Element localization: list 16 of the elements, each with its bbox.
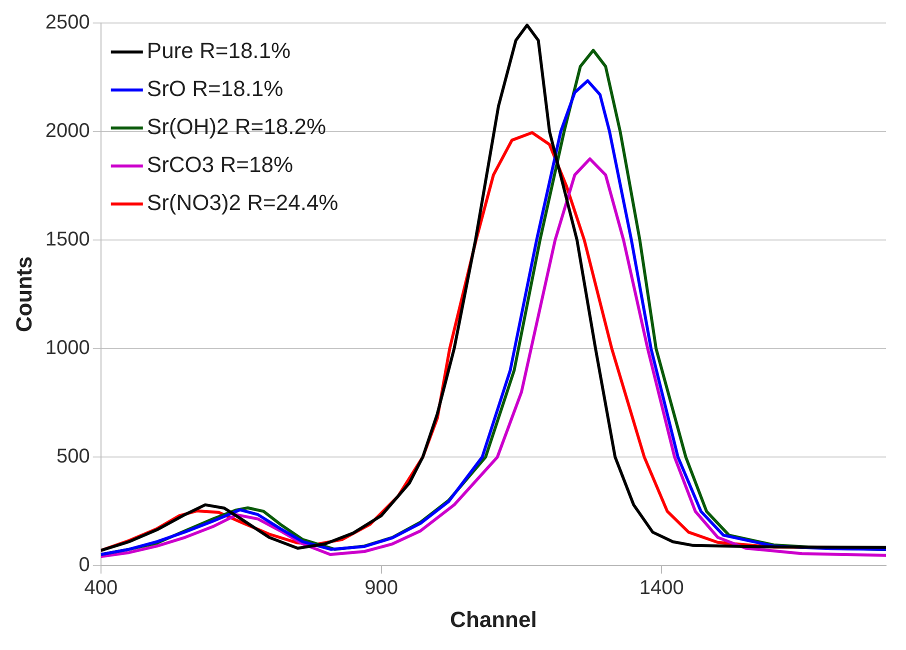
y-tick-label: 0 (78, 554, 90, 576)
x-tick-label: 400 (84, 577, 118, 600)
legend-label: SrCO3 R=18% (146, 152, 294, 178)
legend-label: Sr(NO3)2 R=24.4% (146, 190, 338, 216)
y-tick-label: 2000 (45, 120, 90, 142)
legend-label: Sr(OH)2 R=18.2% (146, 114, 326, 140)
y-axis-title: Counts (11, 256, 36, 332)
y-tick-label: 500 (56, 446, 90, 468)
y-tick-label: 2500 (45, 12, 90, 34)
y-tick-label: 1500 (45, 228, 90, 251)
x-tick-label: 1400 (639, 577, 684, 600)
y-tick-label: 1000 (45, 337, 90, 360)
legend-label: Pure R=18.1% (146, 38, 291, 64)
x-axis-title: Channel (450, 606, 537, 632)
x-tick-label: 900 (364, 577, 398, 600)
legend-label: SrO R=18.1% (146, 76, 284, 102)
